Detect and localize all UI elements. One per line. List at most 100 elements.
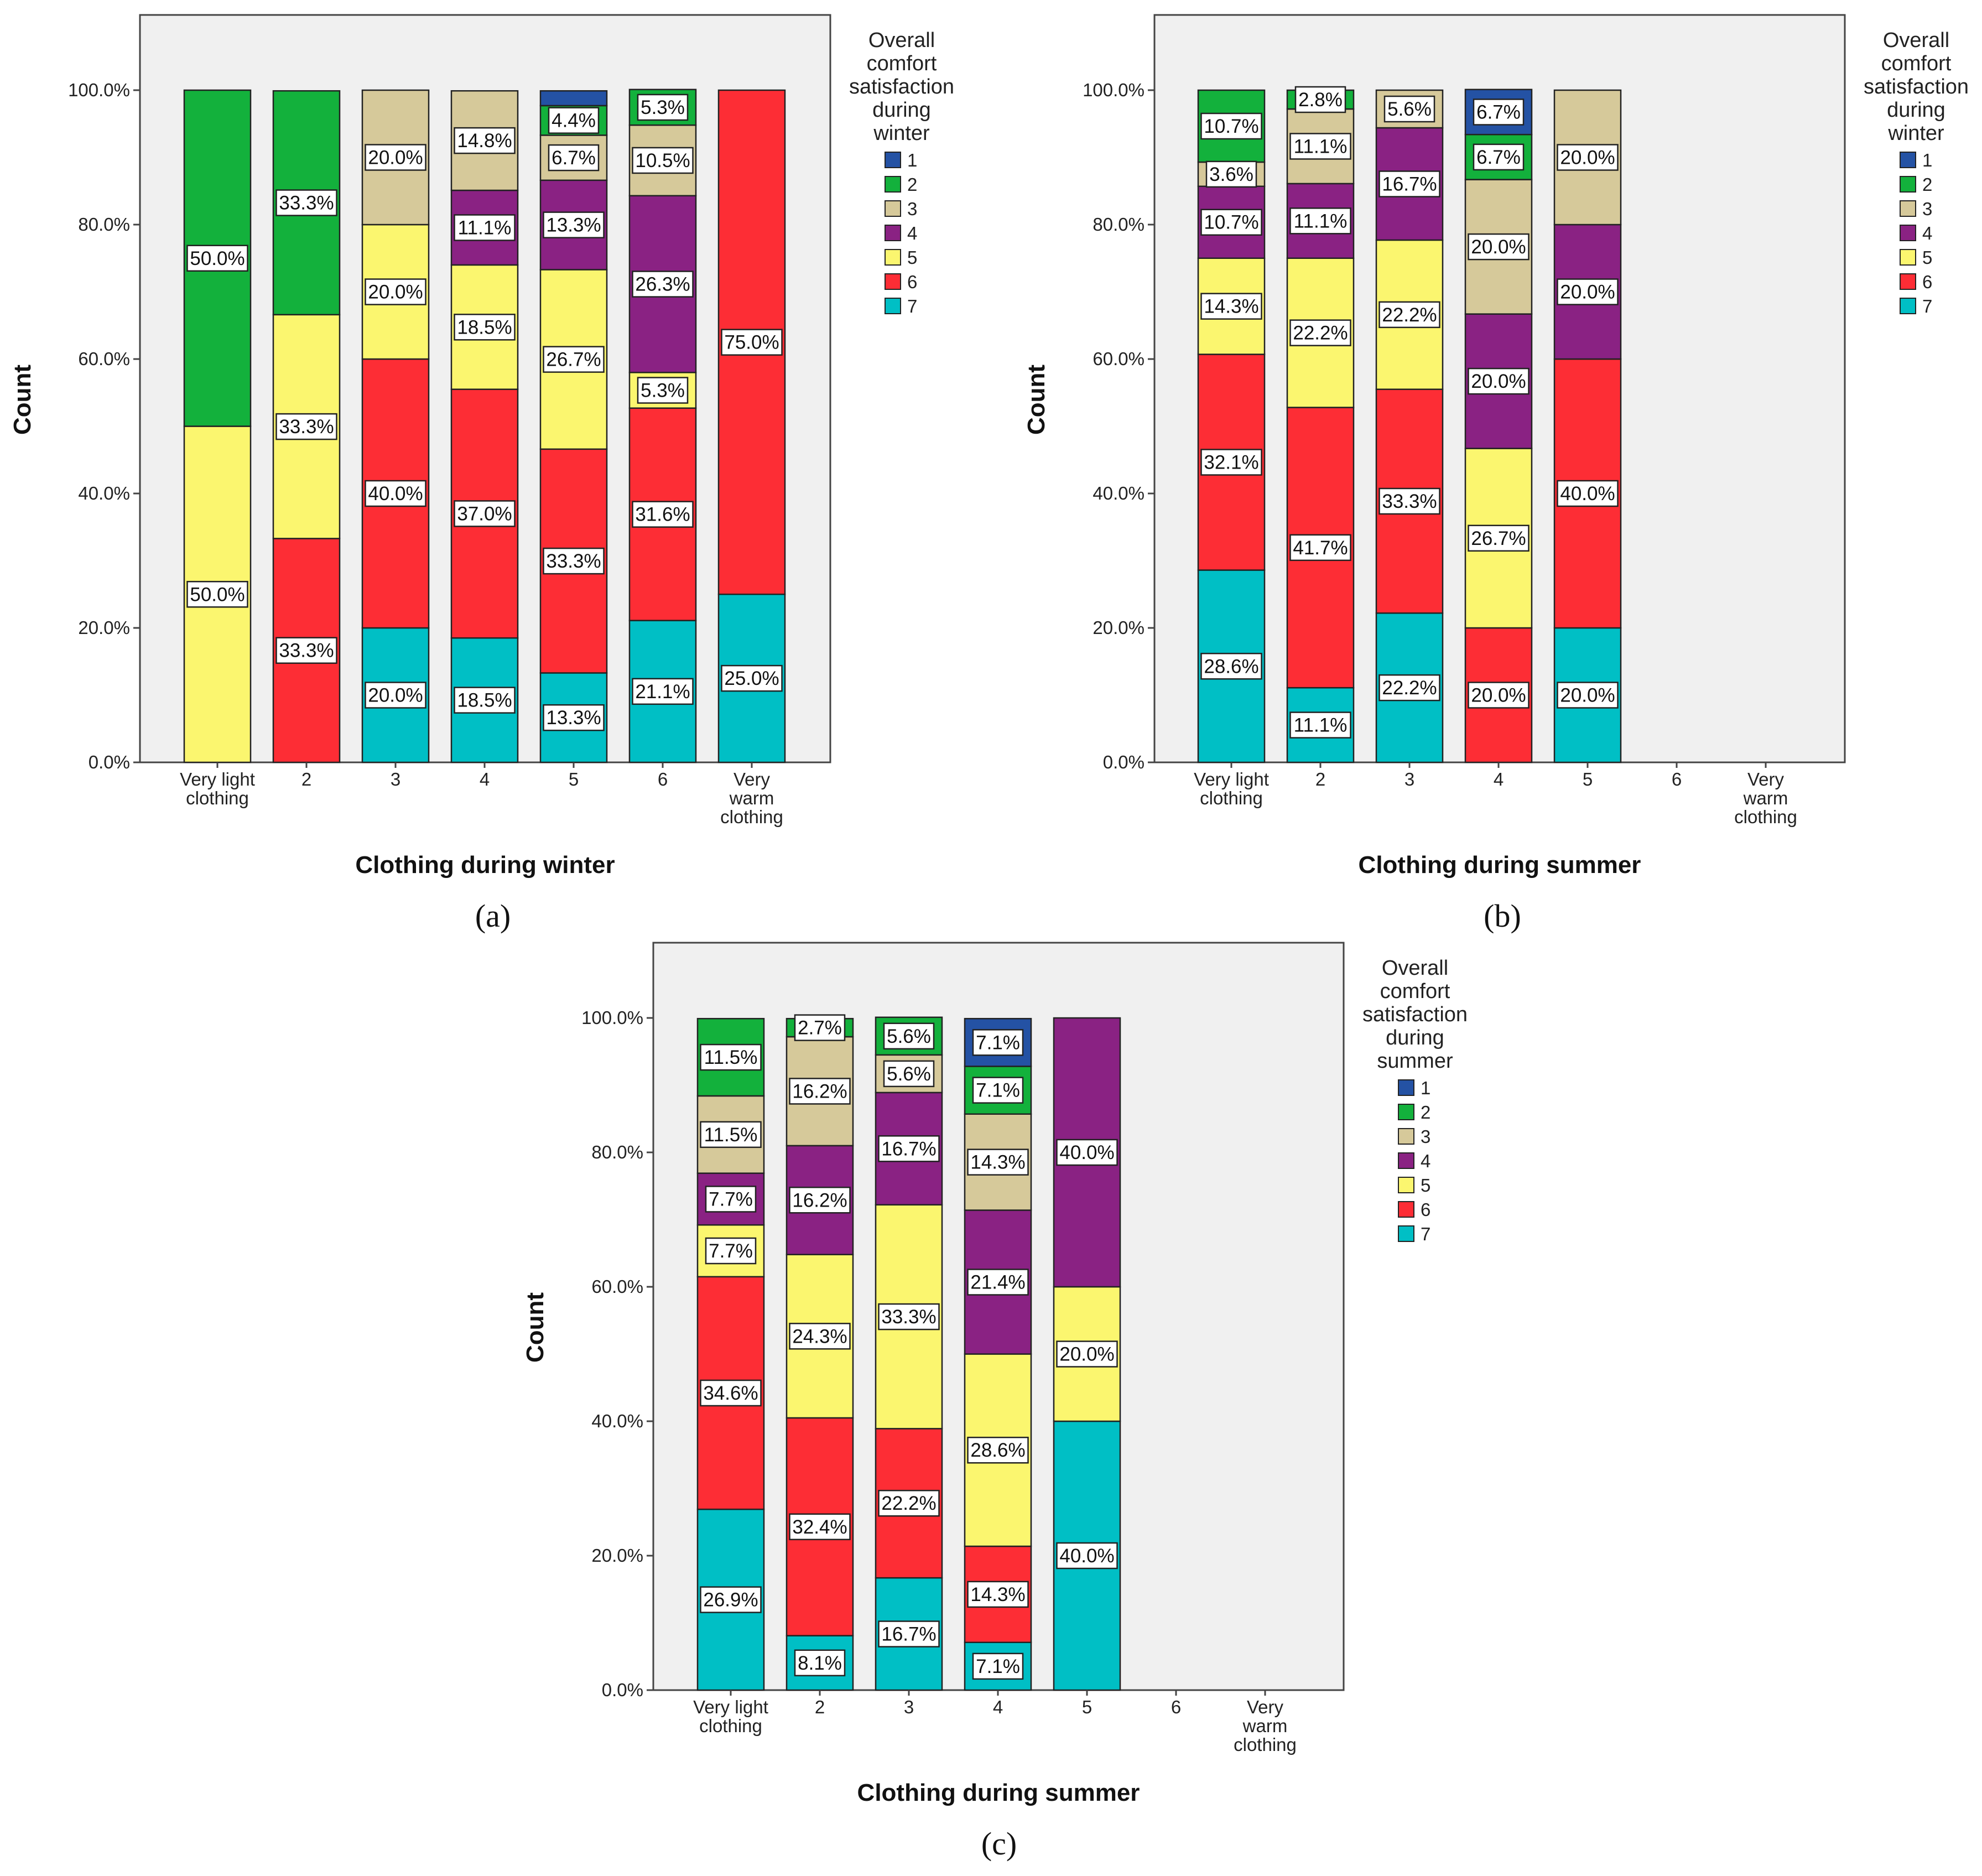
legend-swatch <box>1900 249 1916 266</box>
data-label: 16.7% <box>1382 173 1437 195</box>
legend-label: 2 <box>1922 174 1932 195</box>
x-tick-label: Very warm clothing <box>1734 769 1797 827</box>
x-tick-label: 2 <box>815 1697 825 1717</box>
y-tick-label: 0.0% <box>89 752 130 772</box>
bars <box>183 89 786 763</box>
data-label-box <box>186 245 248 272</box>
y-tick-label: 0.0% <box>602 1680 643 1700</box>
x-tick-label: 3 <box>904 1697 914 1717</box>
data-label: 13.3% <box>546 707 601 729</box>
y-tick-label: 20.0% <box>1093 617 1145 638</box>
legend-swatch <box>885 152 901 168</box>
data-label-box <box>1473 143 1525 171</box>
data-labels: 26.9% 34.6% 7.7% 7.7% 11.5% 11.5% 8.1% 32.4% 24.… <box>700 1014 1118 1680</box>
data-label: 6.7% <box>1476 101 1521 123</box>
legend-label: 6 <box>1922 272 1932 292</box>
data-label: 22.2% <box>1382 677 1437 699</box>
data-label: 14.3% <box>1204 296 1258 318</box>
y-tick-label: 0.0% <box>1103 752 1145 772</box>
data-label: 7.1% <box>976 1032 1020 1053</box>
data-label-box <box>1378 301 1440 329</box>
data-label-box <box>365 278 426 305</box>
data-label-box <box>1200 112 1262 140</box>
data-label: 14.3% <box>970 1584 1025 1605</box>
legend-title: Overall comfort satisfaction during winter <box>1864 29 1969 145</box>
data-label-box <box>1557 682 1619 709</box>
x-tick-label: 5 <box>1583 769 1593 789</box>
legend-swatch <box>1398 1201 1414 1218</box>
data-label-box <box>1205 160 1257 188</box>
data-label-box <box>548 107 600 134</box>
y-tick-label: 100.0% <box>68 80 130 100</box>
data-label: 33.3% <box>881 1306 936 1328</box>
x-tick-label: 5 <box>1082 1697 1092 1717</box>
legend-label: 1 <box>1421 1078 1430 1098</box>
legend-swatch <box>1398 1152 1414 1169</box>
data-label: 40.0% <box>1059 1545 1114 1567</box>
data-label-box <box>700 1586 762 1613</box>
legend-label: 3 <box>1922 199 1932 219</box>
legend-swatch <box>885 176 901 193</box>
data-label: 11.1% <box>1294 210 1348 232</box>
y-axis-title: Count <box>9 365 36 435</box>
x-tick-label: Very light clothing <box>1194 769 1269 808</box>
data-label: 7.1% <box>976 1080 1020 1101</box>
data-label: 7.7% <box>709 1188 753 1210</box>
x-axis: Very light clothing 2 3 4 5 6 Very warm clothing <box>1194 762 1797 827</box>
data-label-box <box>454 500 516 527</box>
data-label: 34.6% <box>703 1383 758 1404</box>
legend-swatch <box>1398 1128 1414 1145</box>
data-label: 11.1% <box>1294 715 1348 736</box>
data-label-box <box>632 678 694 705</box>
data-label-box <box>275 637 337 664</box>
data-label: 4.4% <box>552 110 596 132</box>
data-label: 18.5% <box>457 690 512 711</box>
x-tick-label: 4 <box>993 1697 1003 1717</box>
data-label: 32.4% <box>792 1516 847 1538</box>
data-label-box <box>365 682 426 709</box>
data-label: 2.8% <box>1298 89 1343 111</box>
data-label-box <box>637 93 689 121</box>
data-label-box <box>454 214 516 241</box>
x-tick-label: 6 <box>1672 769 1682 789</box>
data-label: 14.3% <box>970 1152 1025 1173</box>
data-label: 31.6% <box>635 504 690 526</box>
data-label-box <box>1468 524 1530 552</box>
data-label: 10.7% <box>1204 116 1258 137</box>
legend-swatch <box>885 225 901 241</box>
y-axis: 0.0% 20.0% 40.0% 60.0% 80.0% 100.0% <box>68 80 140 772</box>
data-label-box <box>700 1043 762 1071</box>
panel-label: (b) <box>1484 898 1521 934</box>
legend-label: 7 <box>1922 296 1932 316</box>
data-label-box <box>789 1078 851 1105</box>
data-label-box <box>1056 1139 1118 1166</box>
data-label-box <box>721 329 783 356</box>
data-label-box <box>967 1269 1029 1296</box>
data-label: 14.8% <box>457 130 512 152</box>
x-tick-label: 6 <box>1171 1697 1181 1717</box>
data-label-box <box>543 346 605 373</box>
data-label: 5.6% <box>1387 98 1432 120</box>
y-tick-label: 100.0% <box>1083 80 1145 100</box>
x-axis: Very light clothing 2 3 4 5 6 Very warm clothing <box>693 1690 1297 1755</box>
data-label-box <box>878 1303 940 1331</box>
data-label-box <box>1378 170 1440 198</box>
data-label: 6.7% <box>552 147 596 169</box>
data-label: 25.0% <box>724 668 779 689</box>
data-label-box <box>454 314 516 341</box>
data-label-box <box>543 704 605 731</box>
data-label-box <box>1200 653 1262 680</box>
y-axis: 0.0% 20.0% 40.0% 60.0% 80.0% 100.0% <box>1083 80 1154 772</box>
data-label: 26.7% <box>1471 528 1526 549</box>
data-label: 26.9% <box>703 1589 758 1611</box>
chart-b: 0.0% 20.0% 40.0% 60.0% 80.0% 100.0% Count Very … <box>1023 14 1969 934</box>
y-tick-label: 20.0% <box>591 1545 643 1566</box>
data-label-box <box>721 664 783 692</box>
data-label-box <box>883 1060 935 1088</box>
x-tick-label: 4 <box>480 769 490 789</box>
data-label: 2.7% <box>798 1017 842 1039</box>
data-label-box <box>878 1620 940 1648</box>
data-label-box <box>275 189 337 216</box>
legend-swatch <box>885 249 901 266</box>
